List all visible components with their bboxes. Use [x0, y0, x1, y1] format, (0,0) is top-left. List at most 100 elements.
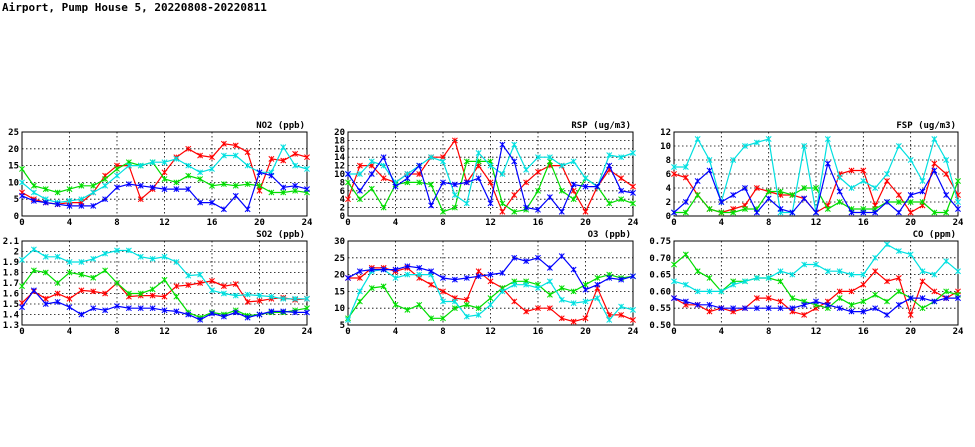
- data-point-s3: [280, 295, 287, 302]
- data-point-s4: [594, 183, 601, 190]
- y-tick-label: 1.7: [3, 279, 19, 289]
- data-point-s3: [671, 278, 677, 285]
- data-point-s3: [232, 292, 239, 299]
- data-point-s2: [706, 275, 713, 281]
- chart-title: NO2 (ppb): [256, 121, 305, 131]
- data-point-s3: [197, 169, 204, 176]
- data-point-s3: [149, 159, 156, 166]
- data-point-s2: [943, 209, 950, 216]
- data-point-s2: [161, 176, 168, 182]
- data-point-s4: [546, 264, 553, 271]
- data-point-s4: [209, 310, 215, 317]
- x-tick-label: 20: [580, 218, 591, 228]
- data-point-s2: [114, 280, 120, 286]
- y-tick-label: 1.5: [3, 300, 19, 310]
- data-point-s4: [943, 192, 950, 198]
- data-point-s4: [451, 276, 458, 283]
- data-point-s4: [244, 206, 251, 213]
- data-point-s2: [90, 182, 97, 189]
- data-point-s4: [872, 305, 879, 312]
- data-point-s1: [197, 280, 204, 286]
- data-point-s3: [125, 162, 132, 169]
- data-point-s3: [173, 155, 180, 162]
- data-point-s1: [931, 288, 938, 295]
- data-point-s3: [19, 179, 25, 186]
- data-point-s3: [801, 143, 808, 149]
- data-point-s3: [630, 150, 636, 156]
- data-point-s3: [765, 136, 772, 142]
- data-point-s1: [268, 155, 275, 162]
- data-point-s3: [742, 278, 748, 285]
- y-tick-label: 14: [334, 153, 345, 163]
- data-point-s3: [209, 166, 215, 172]
- x-tick-label: 0: [671, 327, 676, 337]
- data-point-s4: [706, 167, 713, 174]
- data-point-s4: [753, 209, 760, 216]
- data-point-s1: [570, 318, 577, 325]
- data-point-s2: [102, 267, 109, 274]
- data-point-s2: [618, 196, 625, 203]
- x-tick-label: 24: [302, 327, 313, 337]
- data-point-s2: [765, 188, 772, 195]
- x-tick-label: 16: [533, 218, 544, 228]
- data-point-s3: [304, 166, 310, 172]
- data-point-s4: [546, 194, 553, 201]
- y-tick-label: 0.50: [649, 321, 671, 331]
- data-point-s4: [765, 195, 772, 202]
- data-point-s2: [463, 158, 470, 165]
- data-point-s4: [955, 206, 961, 212]
- data-point-s3: [19, 256, 25, 263]
- data-point-s4: [380, 154, 387, 161]
- y-tick-label: 20: [334, 271, 345, 281]
- data-point-s1: [535, 168, 541, 175]
- y-tick-label: 6: [340, 187, 345, 197]
- data-point-s2: [789, 295, 796, 302]
- data-point-s4: [499, 141, 506, 148]
- x-tick-label: 16: [207, 327, 218, 337]
- data-point-s3: [511, 141, 518, 148]
- data-point-s3: [694, 136, 701, 142]
- data-point-s3: [404, 271, 411, 278]
- data-point-s1: [380, 175, 387, 182]
- data-point-s4: [114, 184, 120, 191]
- data-point-s1: [907, 209, 914, 216]
- data-point-s1: [90, 288, 97, 295]
- data-point-s1: [54, 290, 61, 297]
- data-point-s3: [895, 143, 902, 149]
- data-point-s3: [428, 154, 435, 161]
- data-point-s3: [356, 171, 363, 177]
- y-tick-label: 8: [340, 178, 345, 188]
- data-point-s3: [232, 152, 239, 159]
- y-tick-label: 0.65: [649, 271, 671, 281]
- data-point-s2: [463, 301, 470, 308]
- data-point-s4: [232, 192, 239, 199]
- data-point-s4: [380, 266, 387, 273]
- data-point-s2: [718, 209, 725, 216]
- data-point-s2: [742, 206, 748, 212]
- data-point-s2: [558, 187, 565, 194]
- data-point-s1: [546, 305, 553, 312]
- x-tick-label: 8: [440, 218, 445, 228]
- data-point-s4: [511, 254, 518, 261]
- data-point-s3: [558, 162, 565, 169]
- y-tick-label: 2: [14, 248, 19, 258]
- page-title: Airport, Pump House 5, 20220808-20220811: [2, 1, 267, 14]
- data-point-s2: [30, 267, 37, 274]
- data-point-s4: [570, 181, 577, 188]
- data-point-s2: [511, 208, 518, 215]
- data-point-s2: [671, 261, 677, 268]
- data-point-s3: [943, 258, 950, 265]
- y-tick-label: 0: [666, 212, 671, 222]
- data-point-s1: [884, 178, 890, 184]
- data-point-s2: [630, 200, 636, 207]
- data-point-s4: [813, 298, 819, 305]
- data-point-s2: [292, 187, 299, 194]
- data-point-s2: [594, 275, 601, 281]
- data-point-s3: [718, 288, 725, 295]
- data-point-s1: [244, 298, 251, 305]
- data-point-s1: [907, 311, 914, 318]
- data-point-s4: [824, 301, 831, 308]
- x-tick-label: 8: [766, 218, 771, 228]
- data-point-s4: [523, 258, 530, 265]
